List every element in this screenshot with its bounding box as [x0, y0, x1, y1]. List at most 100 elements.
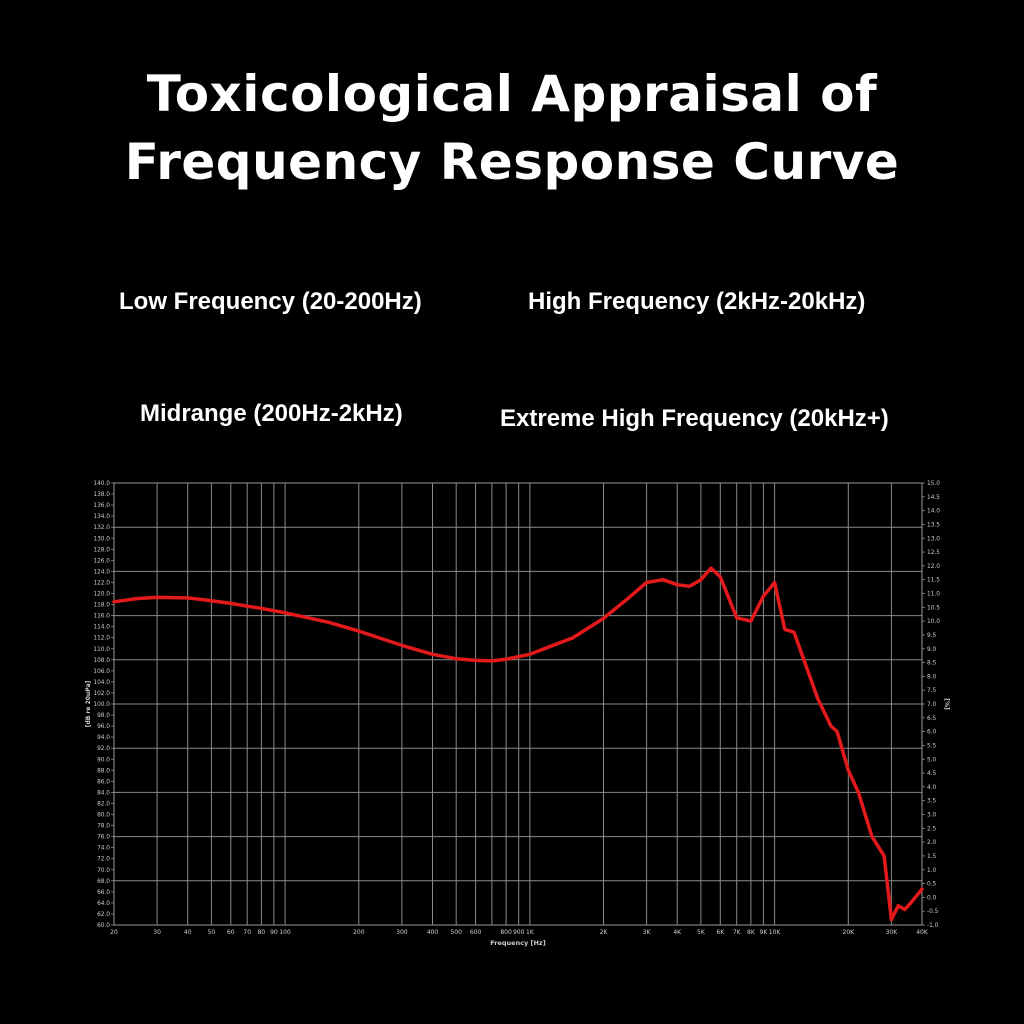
y-tick-label: 98.0	[97, 713, 110, 719]
x-tick-label: 40	[184, 929, 192, 936]
x-tick-label: 100	[279, 929, 291, 936]
x-tick-label: 70	[243, 929, 251, 936]
x-tick-label: 400	[427, 929, 439, 936]
y2-tick-label: 9.0	[927, 647, 937, 653]
y2-tick-label: 0.0	[927, 895, 937, 901]
extreme-high-frequency-label: Extreme High Frequency (20kHz+)	[500, 405, 889, 432]
y2-tick-label: 10.0	[927, 619, 940, 625]
y-tick-label: 76.0	[97, 835, 110, 841]
y-tick-label: 92.0	[97, 746, 110, 752]
x-tick-label: 200	[353, 929, 365, 936]
y-tick-label: 74.0	[97, 846, 110, 852]
midrange-label: Midrange (200Hz-2kHz)	[140, 400, 403, 427]
y-tick-label: 130.0	[93, 536, 110, 542]
y-tick-label: 88.0	[97, 768, 110, 774]
y-tick-label: 82.0	[97, 801, 110, 807]
y2-tick-label: 5.5	[927, 743, 937, 749]
y-tick-label: 106.0	[93, 669, 110, 675]
y-tick-label: 132.0	[93, 525, 110, 531]
x-tick-label: 4K	[673, 929, 682, 936]
y2-tick-label: 11.0	[927, 592, 940, 598]
y-tick-label: 70.0	[97, 868, 110, 874]
y-tick-label: 62.0	[97, 912, 110, 918]
x-tick-label: 80	[258, 929, 266, 936]
y2-tick-label: 1.0	[927, 868, 937, 874]
y2-tick-label: 13.0	[927, 536, 940, 542]
y2-tick-label: 6.0	[927, 730, 937, 736]
x-axis-ticks: 20 30 40 50 60 70 80 90 100 200 300 400 500 600 800 900…	[110, 929, 929, 936]
y-tick-label: 140.0	[93, 481, 110, 487]
x-tick-label: 9K	[760, 929, 769, 936]
y-tick-label: 66.0	[97, 890, 110, 896]
y-tick-label: 138.0	[93, 492, 110, 498]
right-axis-ticks: -1.0 -0.5 0.0 0.5 1.0 1.5 2.0 2.5 3.0 3.5 4.0 4.5 5.…	[922, 481, 940, 929]
y2-tick-label: 1.5	[927, 854, 937, 860]
y2-tick-label: 4.5	[927, 771, 937, 777]
x-axis-label: Frequency [Hz]	[490, 939, 546, 947]
x-tick-label: 90	[270, 929, 278, 936]
x-tick-label: 40K	[916, 929, 929, 936]
y-tick-label: 68.0	[97, 879, 110, 885]
y-tick-label: 96.0	[97, 724, 110, 730]
x-tick-label: 5K	[697, 929, 706, 936]
y-tick-label: 136.0	[93, 503, 110, 509]
y2-tick-label: 0.5	[927, 882, 937, 888]
y2-tick-label: 9.5	[927, 633, 937, 639]
y-tick-label: 112.0	[93, 636, 110, 642]
x-tick-label: 20K	[843, 929, 856, 936]
y-tick-label: 110.0	[93, 647, 110, 653]
y-tick-label: 80.0	[97, 813, 110, 819]
x-tick-label: 300	[396, 929, 408, 936]
x-tick-label: 1K	[526, 929, 535, 936]
x-tick-label: 900	[513, 929, 525, 936]
high-frequency-label: High Frequency (2kHz-20kHz)	[528, 288, 866, 315]
x-tick-label: 500	[450, 929, 462, 936]
y-tick-label: 78.0	[97, 824, 110, 830]
y2-tick-label: 3.5	[927, 799, 937, 805]
y-tick-label: 114.0	[93, 625, 110, 631]
y2-axis-label: [%]	[943, 698, 950, 710]
y2-tick-label: 12.0	[927, 564, 940, 570]
y2-tick-label: -0.5	[927, 909, 939, 915]
y2-tick-label: 13.5	[927, 522, 940, 528]
x-tick-label: 3K	[643, 929, 652, 936]
y-tick-label: 120.0	[93, 592, 110, 598]
y-tick-label: 128.0	[93, 547, 110, 553]
x-tick-label: 2K	[600, 929, 609, 936]
y2-tick-label: 12.5	[927, 550, 940, 556]
y2-tick-label: 14.0	[927, 509, 940, 515]
y2-tick-label: 5.0	[927, 757, 937, 763]
x-tick-label: 50	[208, 929, 216, 936]
y2-tick-label: 4.0	[927, 785, 937, 791]
y2-tick-label: 7.5	[927, 688, 937, 694]
x-tick-label: 8K	[747, 929, 756, 936]
y2-tick-label: 7.0	[927, 702, 937, 708]
y2-tick-label: 2.0	[927, 840, 937, 846]
y2-tick-label: 15.0	[927, 481, 940, 487]
y2-tick-label: 11.5	[927, 578, 940, 584]
x-tick-label: 10K	[769, 929, 782, 936]
y2-tick-label: 8.0	[927, 674, 937, 680]
x-tick-label: 60	[227, 929, 235, 936]
y-tick-label: 90.0	[97, 757, 110, 763]
y-tick-label: 64.0	[97, 901, 110, 907]
y2-tick-label: 10.5	[927, 605, 940, 611]
y2-tick-label: 8.5	[927, 661, 937, 667]
y-tick-label: 60.0	[97, 923, 110, 929]
y-tick-label: 100.0	[93, 702, 110, 708]
y-tick-label: 72.0	[97, 857, 110, 863]
y2-tick-label: 3.0	[927, 813, 937, 819]
y2-tick-label: 14.5	[927, 495, 940, 501]
y-tick-label: 94.0	[97, 735, 110, 741]
y-tick-label: 86.0	[97, 779, 110, 785]
x-tick-label: 30K	[886, 929, 899, 936]
y2-tick-label: 6.5	[927, 716, 937, 722]
y-tick-label: 104.0	[93, 680, 110, 686]
x-tick-label: 30	[153, 929, 161, 936]
x-tick-label: 6K	[716, 929, 725, 936]
frequency-response-curve	[112, 566, 924, 922]
x-tick-label: 600	[470, 929, 482, 936]
x-tick-label: 800	[500, 929, 512, 936]
page-title-line-1: Toxicological Appraisal of	[146, 65, 878, 123]
